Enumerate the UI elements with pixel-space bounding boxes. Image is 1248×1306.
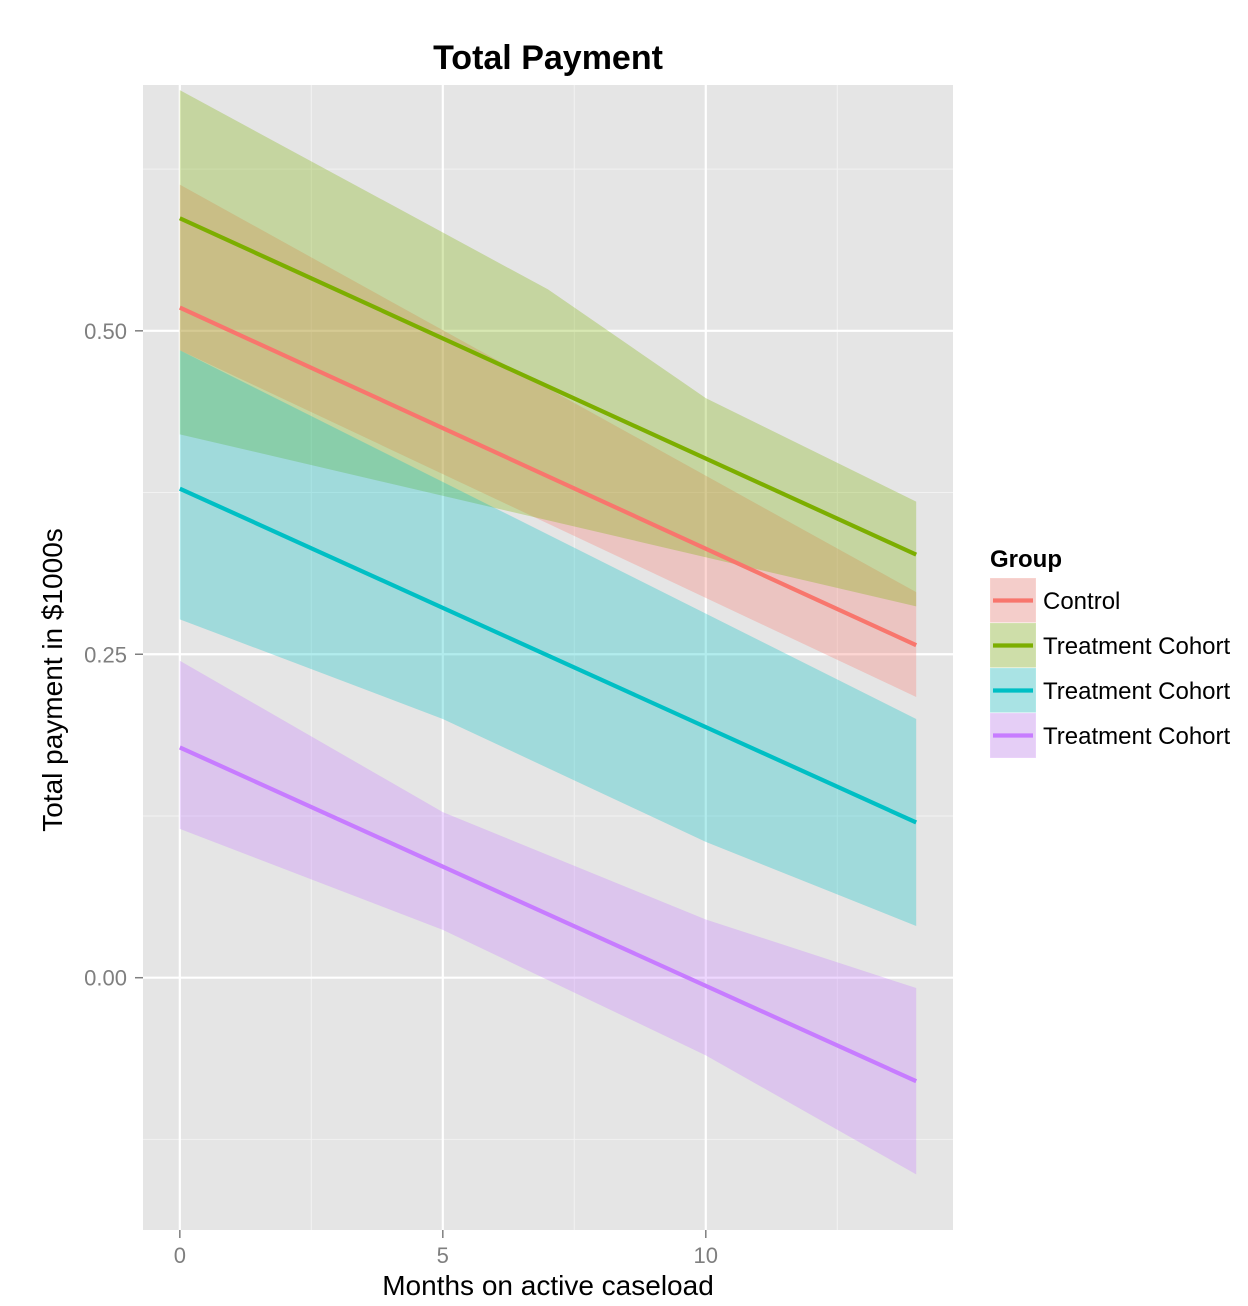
- x-tick-label: 0: [174, 1243, 186, 1268]
- ribbon-treatment-cohort-4: [179, 660, 917, 1175]
- x-tick-label: 5: [437, 1243, 449, 1268]
- ribbon-treatment-cohort-3: [179, 350, 917, 926]
- legend-item: Treatment Cohort: [989, 712, 1231, 759]
- legend-item: Treatment Cohort: [989, 667, 1231, 714]
- ribbon-control-1: [179, 184, 917, 697]
- x-axis-title: Months on active caseload: [382, 1270, 714, 1301]
- confidence-ribbons: [179, 90, 917, 1175]
- legend: Group Control Treatment Cohort Treatment C…: [989, 546, 1231, 759]
- y-tick-label: 0.50: [84, 319, 127, 344]
- minor-gridlines: [143, 85, 953, 1230]
- legend-label: Treatment Cohort: [1043, 678, 1231, 705]
- y-tick-label: 0.00: [84, 966, 127, 991]
- chart-title: Total Payment: [433, 39, 663, 77]
- series-lines: [178, 216, 918, 1084]
- line-treatment-cohort-4: [178, 745, 918, 1084]
- y-axis-title: Total payment in $1000s: [37, 528, 68, 832]
- line-control-1: [178, 305, 918, 648]
- x-tick-label: 10: [694, 1243, 718, 1268]
- line-treatment-cohort-3: [178, 486, 918, 825]
- legend-label: Control: [1043, 588, 1120, 615]
- legend-title: Group: [990, 546, 1062, 573]
- line-treatment-cohort-2: [178, 216, 918, 557]
- legend-item: Control: [989, 577, 1120, 624]
- y-tick-label: 0.25: [84, 642, 127, 667]
- y-axis-ticks: 0.00 0.25 0.50: [84, 319, 143, 991]
- legend-label: Treatment Cohort: [1043, 633, 1231, 660]
- ribbon-treatment-cohort-2: [179, 90, 917, 607]
- legend-label: Treatment Cohort: [1043, 723, 1231, 750]
- legend-item: Treatment Cohort: [989, 622, 1231, 669]
- x-axis-ticks: 0 5 10: [174, 1230, 718, 1268]
